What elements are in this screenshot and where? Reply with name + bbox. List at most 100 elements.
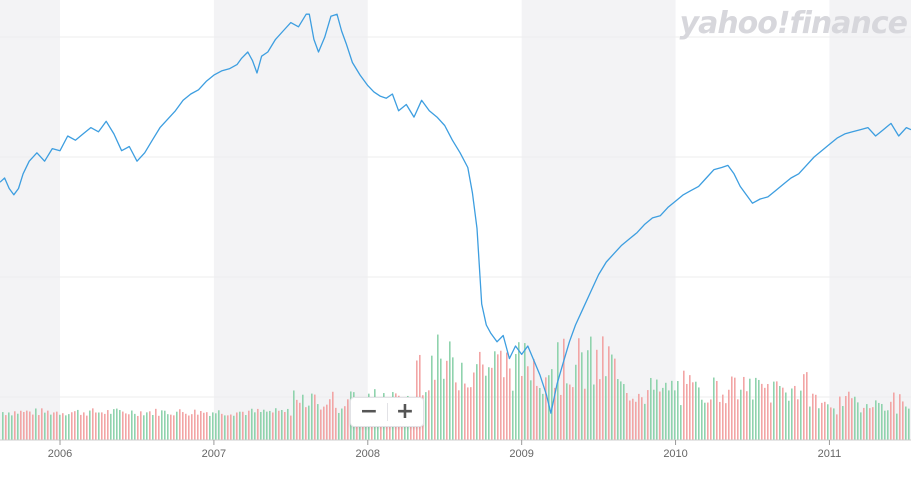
volume-bar bbox=[164, 410, 166, 440]
volume-bar bbox=[581, 352, 583, 440]
volume-bar bbox=[587, 350, 589, 440]
volume-bar bbox=[215, 413, 217, 440]
volume-bar bbox=[821, 402, 823, 440]
volume-bar bbox=[896, 413, 898, 440]
volume-bar bbox=[74, 411, 76, 440]
volume-bar bbox=[92, 408, 94, 440]
volume-bar bbox=[527, 366, 529, 440]
volume-bar bbox=[545, 377, 547, 440]
volume-bar bbox=[704, 402, 706, 440]
volume-bar bbox=[290, 415, 292, 440]
volume-bar bbox=[476, 364, 478, 440]
volume-bar bbox=[446, 360, 448, 440]
volume-bar bbox=[593, 384, 595, 440]
volume-bar bbox=[71, 412, 73, 440]
x-tick-label: 2010 bbox=[663, 448, 687, 460]
volume-bar bbox=[893, 392, 895, 440]
volume-bar bbox=[635, 401, 637, 440]
volume-bar bbox=[467, 387, 469, 440]
volume-bar bbox=[296, 399, 298, 440]
volume-bar bbox=[620, 381, 622, 440]
volume-bar bbox=[881, 403, 883, 440]
volume-bar bbox=[905, 406, 907, 440]
volume-bar bbox=[578, 338, 580, 440]
volume-bar bbox=[104, 413, 106, 440]
volume-bar bbox=[746, 391, 748, 440]
volume-bar bbox=[863, 407, 865, 440]
year-bands bbox=[0, 0, 911, 440]
volume-bar bbox=[908, 408, 910, 440]
volume-bar bbox=[140, 411, 142, 440]
volume-bar bbox=[500, 350, 502, 440]
volume-bars bbox=[2, 334, 910, 440]
zoom-in-button[interactable]: + bbox=[395, 399, 415, 424]
volume-bar bbox=[281, 409, 283, 440]
volume-bar bbox=[725, 403, 727, 440]
volume-bar bbox=[338, 412, 340, 440]
volume-bar bbox=[269, 410, 271, 440]
zoom-out-button[interactable]: − bbox=[359, 399, 379, 424]
volume-bar bbox=[257, 408, 259, 440]
volume-bar bbox=[524, 343, 526, 440]
volume-bar bbox=[194, 409, 196, 440]
volume-bar bbox=[254, 412, 256, 440]
volume-bar bbox=[557, 342, 559, 440]
volume-bar bbox=[686, 383, 688, 440]
volume-bar bbox=[734, 377, 736, 440]
volume-bar bbox=[299, 402, 301, 440]
volume-bar bbox=[815, 394, 817, 440]
volume-bar bbox=[95, 412, 97, 440]
volume-bar bbox=[17, 413, 19, 440]
volume-bar bbox=[668, 390, 670, 440]
volume-bar bbox=[32, 414, 34, 440]
volume-bar bbox=[173, 415, 175, 440]
volume-bar bbox=[305, 407, 307, 440]
volume-bar bbox=[452, 357, 454, 440]
year-band bbox=[829, 0, 911, 440]
volume-bar bbox=[713, 377, 715, 440]
volume-bar bbox=[854, 396, 856, 440]
volume-bar bbox=[491, 367, 493, 440]
volume-bar bbox=[47, 410, 49, 440]
volume-bar bbox=[323, 406, 325, 440]
volume-bar bbox=[122, 411, 124, 440]
volume-bar bbox=[497, 354, 499, 440]
volume-bar bbox=[170, 414, 172, 440]
volume-bar bbox=[710, 399, 712, 440]
volume-bar bbox=[23, 412, 25, 440]
volume-bar bbox=[902, 401, 904, 440]
volume-bar bbox=[521, 375, 523, 440]
volume-bar bbox=[311, 393, 313, 440]
volume-bar bbox=[212, 412, 214, 440]
volume-bar bbox=[293, 390, 295, 440]
volume-bar bbox=[146, 412, 148, 440]
volume-bar bbox=[320, 409, 322, 440]
volume-bar bbox=[272, 412, 274, 440]
volume-bar bbox=[632, 398, 634, 440]
volume-bar bbox=[5, 415, 7, 440]
volume-bar bbox=[575, 364, 577, 440]
volume-bar bbox=[542, 393, 544, 440]
volume-bar bbox=[332, 391, 334, 440]
volume-bar bbox=[233, 415, 235, 440]
volume-bar bbox=[41, 408, 43, 440]
volume-bar bbox=[245, 415, 247, 440]
volume-bar bbox=[698, 387, 700, 440]
volume-bar bbox=[833, 408, 835, 440]
volume-bar bbox=[539, 387, 541, 440]
volume-bar bbox=[209, 415, 211, 440]
volume-bar bbox=[602, 336, 604, 440]
volume-bar bbox=[629, 400, 631, 440]
volume-bar bbox=[536, 385, 538, 440]
volume-bar bbox=[659, 391, 661, 440]
volume-bar bbox=[848, 391, 850, 440]
volume-bar bbox=[614, 358, 616, 440]
volume-bar bbox=[434, 379, 436, 440]
volume-bar bbox=[479, 351, 481, 440]
volume-bar bbox=[818, 408, 820, 440]
volume-bar bbox=[824, 401, 826, 440]
volume-bar bbox=[692, 382, 694, 440]
volume-bar bbox=[443, 378, 445, 440]
volume-bar bbox=[326, 404, 328, 440]
